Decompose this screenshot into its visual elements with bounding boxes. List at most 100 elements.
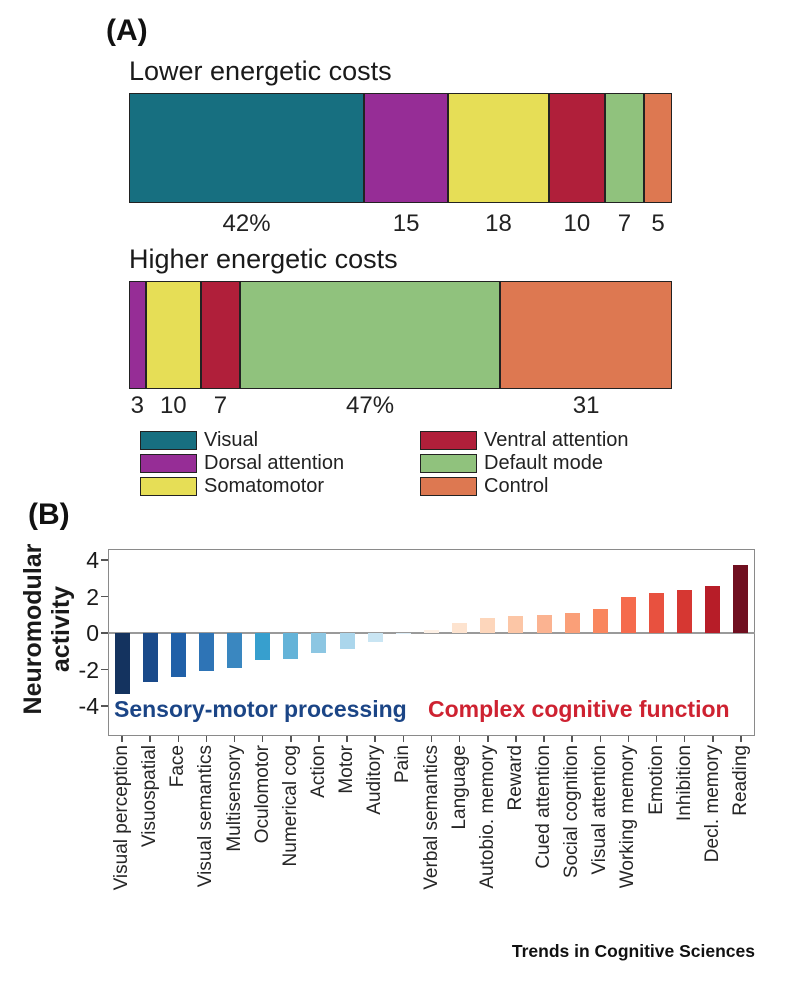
bar-segment-default-mode	[604, 93, 644, 203]
x-tick-mark	[599, 736, 602, 742]
x-tick-mark	[515, 736, 517, 742]
category-label-auditory: Auditory	[364, 745, 386, 815]
higher-costs-stacked-bar	[129, 281, 672, 389]
bar-segment-somatomotor	[145, 281, 202, 389]
legend-label-ventral-attention: Ventral attention	[484, 429, 629, 451]
y-tick-mark	[101, 559, 108, 561]
category-label-cued-attention: Cued attention	[533, 745, 555, 869]
category-label-visual-semantics: Visual semantics	[195, 745, 217, 888]
annotation-complex-cognitive: Complex cognitive function	[428, 696, 730, 722]
bar-segment-ventral-attention	[548, 93, 605, 203]
y-tick-mark	[101, 705, 108, 707]
x-tick-mark	[655, 736, 658, 742]
x-tick-mark	[627, 736, 630, 742]
category-label-multisensory: Multisensory	[223, 745, 245, 852]
segment-value-label: 10	[563, 210, 591, 237]
category-label-pain: Pain	[392, 745, 414, 784]
category-label-emotion: Emotion	[645, 745, 667, 815]
category-label-visual-attention: Visual attention	[589, 745, 611, 875]
segment-value-label: 7	[213, 392, 228, 419]
lower-costs-title: Lower energetic costs	[129, 56, 392, 86]
segment-value-label: 7	[617, 210, 632, 237]
x-tick-mark	[683, 736, 686, 742]
x-tick-mark	[121, 736, 123, 742]
annotation-sensory-motor: Sensory-motor processing	[114, 696, 407, 722]
segment-value-label: 10	[159, 392, 187, 419]
x-tick-mark	[177, 736, 180, 742]
panel-a-label: (A)	[106, 14, 148, 47]
segment-value-label: 31	[572, 392, 600, 419]
segment-value-label: 5	[651, 210, 665, 237]
journal-name: Trends in Cognitive Sciences	[511, 941, 755, 961]
panel-b-label: (B)	[28, 498, 70, 531]
category-label-visuospatial: Visuospatial	[139, 745, 161, 848]
lower-costs-value-labels: 42% 15 18 10 7 5	[129, 210, 672, 238]
x-tick-mark	[149, 736, 151, 742]
higher-costs-title: Higher energetic costs	[129, 244, 398, 274]
segment-value-label: 18	[485, 210, 512, 237]
x-tick-mark	[487, 736, 489, 742]
legend-label-control: Control	[484, 475, 549, 497]
segment-value-label: 42%	[222, 210, 271, 237]
category-label-action: Action	[307, 745, 329, 798]
legend-label-default-mode: Default mode	[484, 452, 603, 474]
category-label-language: Language	[448, 745, 470, 830]
x-tick-mark	[571, 736, 573, 742]
x-tick-mark	[430, 736, 433, 742]
lower-costs-stacked-bar	[129, 93, 672, 203]
x-tick-mark	[458, 736, 461, 742]
legend-label-dorsal-attention: Dorsal attention	[204, 452, 345, 474]
legend-label-somatomotor: Somatomotor	[204, 475, 325, 497]
legend-swatch-ventral-attention	[420, 431, 477, 450]
bar-chart-plot-area	[108, 549, 755, 736]
legend-label-visual: Visual	[204, 429, 259, 451]
y-tick-mark	[101, 668, 108, 671]
x-tick-mark	[402, 736, 405, 742]
y-tick-mark	[101, 595, 108, 598]
x-tick-mark	[290, 736, 292, 742]
category-label-decl-memory: Decl. memory	[701, 745, 723, 863]
legend-swatch-control	[420, 477, 477, 496]
x-tick-mark	[205, 736, 208, 742]
category-label-numerical-cog: Numerical cog	[279, 745, 301, 867]
category-label-verbal-semantics: Verbal semantics	[420, 745, 442, 890]
bar-segment-dorsal-attention	[129, 281, 146, 389]
bar-segment-somatomotor	[448, 93, 549, 203]
y-axis-label-line2: activity	[47, 585, 75, 673]
x-tick-mark	[261, 736, 264, 742]
x-tick-mark	[233, 736, 236, 742]
segment-value-label: 15	[392, 210, 420, 237]
category-label-reading: Reading	[729, 745, 751, 816]
category-label-social-cognition: Social cognition	[561, 745, 583, 879]
bar-segment-default-mode	[239, 281, 501, 389]
category-label-autobio-memory: Autobio. memory	[476, 745, 498, 889]
bar-segment-control	[644, 93, 672, 203]
legend-swatch-visual	[140, 431, 197, 450]
x-tick-mark	[543, 736, 545, 742]
x-tick-mark	[712, 736, 714, 742]
x-tick-mark	[318, 736, 320, 742]
bar-segment-visual	[129, 93, 365, 203]
bar-segment-dorsal-attention	[364, 93, 449, 203]
x-tick-mark	[346, 736, 348, 742]
category-label-reward: Reward	[504, 745, 526, 811]
legend-swatch-default-mode	[420, 454, 477, 473]
legend-swatch-somatomotor	[140, 477, 197, 496]
bar-segment-control	[500, 281, 672, 389]
category-label-visual-perception: Visual perception	[111, 745, 133, 891]
category-label-inhibition: Inhibition	[673, 745, 695, 822]
category-label-face: Face	[167, 745, 189, 788]
segment-value-label: 47%	[345, 392, 395, 419]
category-label-motor: Motor	[336, 745, 358, 794]
bar-segment-ventral-attention	[201, 281, 240, 389]
higher-costs-value-labels: 3 10 7 47% 31	[129, 392, 672, 420]
category-label-oculomotor: Oculomotor	[251, 745, 273, 844]
y-axis-label: Neuromodular activity	[19, 509, 77, 749]
x-tick-mark	[740, 736, 742, 742]
category-label-working-memory: Working memory	[617, 745, 639, 889]
legend-swatch-dorsal-attention	[140, 454, 197, 473]
y-tick-mark	[101, 632, 108, 634]
y-axis-label-line1: Neuromodular	[19, 543, 47, 715]
x-tick-mark	[374, 736, 376, 742]
